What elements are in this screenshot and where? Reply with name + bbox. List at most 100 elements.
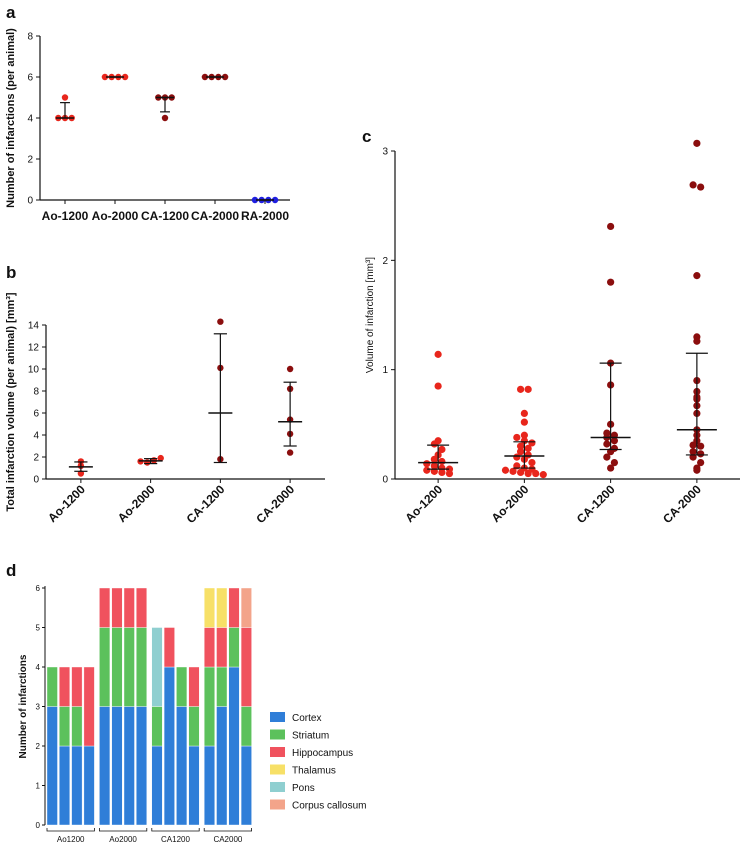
data-point: [516, 385, 525, 393]
data-point: [201, 73, 209, 81]
data-point: [693, 466, 701, 474]
bar-segment: [123, 627, 135, 707]
chart-a: 0 2 4 6 8 Number of infarctions (per animal) A…: [5, 28, 290, 223]
bar-segment: [111, 587, 123, 628]
y-tick-label: 0: [382, 475, 388, 486]
panel-label-b: b: [6, 263, 16, 282]
legend-swatch: [270, 799, 285, 810]
bar-segment: [216, 666, 228, 707]
bar-segment: [203, 627, 215, 668]
y-tick-label: 2: [382, 256, 388, 267]
bar-segment: [71, 666, 83, 707]
data-point: [689, 181, 697, 189]
data-point: [438, 457, 446, 466]
data-point: [438, 445, 446, 454]
data-point: [693, 337, 701, 345]
data-point: [430, 440, 438, 448]
data-point: [61, 94, 69, 101]
bar-segment: [163, 666, 175, 826]
y-tick-label: 0: [33, 475, 39, 486]
legend-label: Thalamus: [292, 766, 336, 777]
legend-label: Striatum: [292, 731, 329, 742]
chart-c: 0 1 2 3 Volume of infarction [mm³] Ao-1200 Ao-…: [365, 139, 740, 526]
y-tick-label: 2: [27, 155, 33, 166]
data-point: [509, 467, 517, 475]
y-tick-label: 4: [33, 431, 39, 442]
legend-swatch: [270, 712, 285, 722]
group-bracket: [46, 828, 95, 832]
group-bracket: [203, 828, 252, 832]
x-group-label: CA1200: [161, 835, 190, 844]
data-point: [286, 365, 294, 373]
y-tick-label: 2: [36, 742, 41, 751]
bar-segment: [203, 745, 215, 826]
bar-segment: [188, 666, 200, 707]
data-point: [610, 459, 619, 467]
data-point: [161, 114, 169, 122]
y-tick-label: 8: [27, 32, 33, 43]
data-point: [445, 469, 454, 478]
data-point: [286, 449, 294, 456]
data-point: [697, 442, 705, 450]
legend-swatch: [270, 729, 285, 740]
chart-b: 0 2 4 6 8 10 12 14 Total infarction volume (per …: [5, 292, 325, 526]
data-point: [524, 469, 532, 478]
bar-segment: [59, 706, 70, 747]
bar-segment: [228, 627, 240, 668]
legend-swatch: [270, 764, 285, 775]
bar-segment: [188, 745, 200, 826]
legend-swatch: [270, 747, 285, 757]
data-point: [607, 464, 615, 472]
x-group-label: Ao2000: [109, 835, 137, 844]
data-point: [520, 437, 528, 445]
bar-segment: [240, 587, 252, 628]
x-tick-label: CA-2000: [253, 482, 297, 526]
data-point: [524, 444, 532, 452]
data-point: [693, 272, 701, 280]
bar-segment: [123, 706, 135, 826]
data-point: [434, 350, 442, 358]
bar-segment: [99, 587, 111, 628]
data-point: [528, 459, 536, 467]
data-point: [513, 433, 521, 442]
data-point: [217, 318, 224, 325]
data-point: [610, 437, 619, 445]
bar-segment: [163, 627, 175, 668]
x-tick-label: CA-2000: [660, 482, 704, 526]
data-point: [271, 196, 279, 204]
bar-segment: [46, 706, 58, 826]
x-group-label: Ao1200: [57, 835, 85, 844]
y-axis-label: Total infarction volume (per animal) [mm…: [5, 292, 17, 512]
x-tick-label: Ao-1200: [402, 482, 445, 525]
bar-segment: [151, 745, 163, 826]
bar-segment: [71, 745, 83, 826]
bar-segment: [136, 587, 148, 628]
data-point: [101, 73, 109, 81]
data-point: [532, 469, 540, 478]
bar-segment: [188, 706, 200, 747]
group-bracket: [151, 828, 200, 832]
data-point: [520, 409, 528, 417]
data-point: [520, 431, 528, 439]
y-tick-label: 14: [28, 321, 40, 332]
y-tick-label: 12: [28, 343, 40, 354]
bar-segment: [83, 666, 95, 747]
y-tick-label: 6: [33, 409, 39, 420]
y-tick-label: 3: [382, 147, 388, 158]
bar-segment: [151, 627, 163, 707]
y-axis-label: Number of infarctions (per animal): [5, 28, 17, 208]
x-tick-label: Ao-1200: [45, 482, 88, 525]
legend-label: Hippocampus: [292, 748, 353, 759]
bar-segment: [123, 587, 135, 628]
x-tick-label: Ao-1200: [42, 209, 89, 223]
data-point: [697, 459, 705, 467]
bar-segment: [240, 745, 252, 826]
y-tick-label: 0: [27, 196, 33, 207]
y-tick-label: 6: [27, 73, 33, 84]
y-tick-label: 1: [382, 365, 388, 376]
y-tick-label: 4: [36, 663, 41, 672]
y-tick-label: 2: [33, 453, 39, 464]
group-bracket: [99, 828, 148, 832]
y-tick-label: 6: [36, 584, 41, 593]
